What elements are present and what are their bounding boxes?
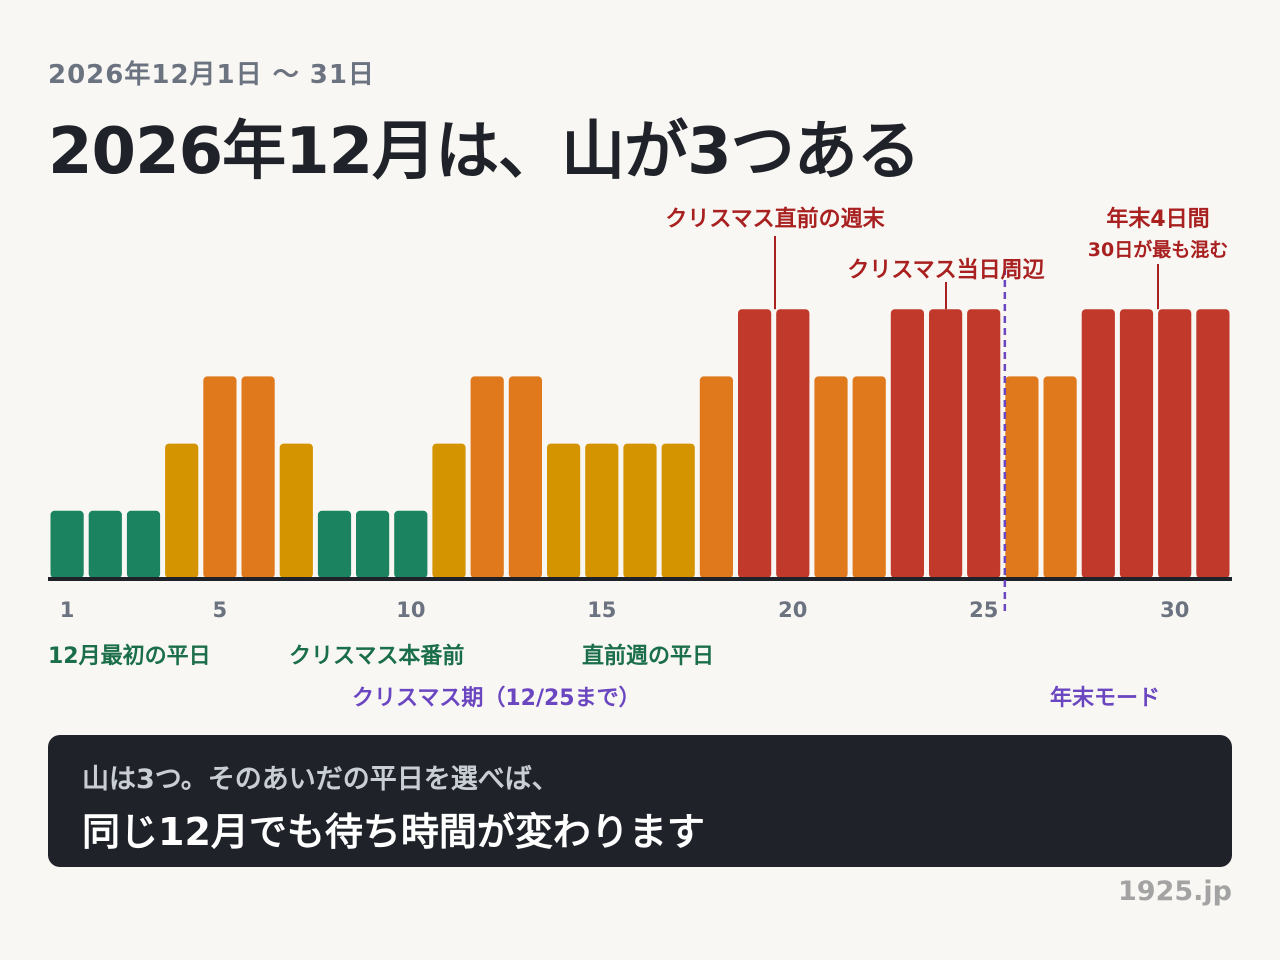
bar-day-7 bbox=[279, 443, 313, 578]
bar-day-23 bbox=[890, 309, 924, 578]
valley-label-2: クリスマス本番前 bbox=[289, 643, 464, 669]
valley-label-1: 12月最初の平日 bbox=[48, 643, 211, 669]
x-tick-label-30: 30 bbox=[1160, 598, 1189, 622]
bar-day-6 bbox=[241, 376, 275, 578]
summary-callout: 山は3つ。そのあいだの平日を選べば、 同じ12月でも待ち時間が変わります bbox=[48, 735, 1232, 867]
x-tick-label-15: 15 bbox=[587, 598, 616, 622]
site-credit: 1925.jp bbox=[1118, 876, 1232, 907]
bar-day-31 bbox=[1196, 309, 1230, 578]
period-label-2: 年末モード bbox=[1050, 685, 1160, 711]
peak-label-3-line-2: 30日が最も混む bbox=[1088, 238, 1228, 261]
bar-day-19 bbox=[738, 309, 772, 578]
bar-day-1 bbox=[50, 510, 84, 578]
x-tick-label-25: 25 bbox=[969, 598, 998, 622]
bar-day-16 bbox=[623, 443, 657, 578]
peak-label-1-line-1: クリスマス直前の週末 bbox=[665, 206, 885, 232]
bar-day-28 bbox=[1081, 309, 1115, 578]
bar-day-14 bbox=[547, 443, 581, 578]
crowd-bar-chart: 1 5 10 15 20 25 30クリスマス直前の週末クリスマス当日周辺年末4日間30日が… bbox=[48, 206, 1232, 711]
valley-label-3: 直前週の平日 bbox=[582, 643, 714, 669]
bar-day-29 bbox=[1119, 309, 1154, 578]
bar-day-5 bbox=[203, 376, 237, 578]
bar-day-25 bbox=[967, 309, 1001, 578]
x-tick-label-20: 20 bbox=[778, 598, 807, 622]
bar-day-15 bbox=[585, 443, 619, 578]
bar-day-18 bbox=[699, 376, 733, 578]
bar-day-30 bbox=[1158, 309, 1192, 578]
bar-day-11 bbox=[432, 443, 466, 578]
chart-title: 2026年12月は、山が3つある bbox=[48, 115, 921, 189]
bar-day-26 bbox=[1005, 376, 1039, 578]
peak-label-3-line-1: 年末4日間 bbox=[1106, 206, 1209, 232]
x-tick-label-1: 1 bbox=[60, 598, 75, 622]
bar-day-12 bbox=[470, 376, 504, 578]
bar-day-9 bbox=[356, 510, 390, 578]
bar-day-2 bbox=[88, 510, 122, 578]
x-tick-label-5: 5 bbox=[213, 598, 228, 622]
chart-subtitle: 2026年12月1日 〜 31日 bbox=[48, 60, 375, 90]
bar-day-21 bbox=[814, 376, 848, 578]
bar-day-3 bbox=[126, 510, 161, 578]
bar-day-22 bbox=[852, 376, 886, 578]
bar-day-4 bbox=[165, 443, 199, 578]
bar-day-10 bbox=[394, 510, 428, 578]
bar-day-13 bbox=[508, 376, 542, 578]
bar-day-24 bbox=[929, 309, 963, 578]
period-label-1: クリスマス期（12/25まで） bbox=[352, 686, 641, 711]
peak-label-2-line-1: クリスマス当日周辺 bbox=[847, 258, 1044, 283]
x-tick-label-10: 10 bbox=[396, 598, 425, 622]
bar-day-20 bbox=[776, 309, 810, 578]
callout-line-1: 山は3つ。そのあいだの平日を選べば、 bbox=[82, 764, 559, 795]
x-axis-line bbox=[48, 577, 1232, 581]
bar-day-8 bbox=[317, 510, 352, 578]
callout-line-2: 同じ12月でも待ち時間が変わります bbox=[82, 810, 705, 854]
bar-day-27 bbox=[1043, 376, 1077, 578]
bar-day-17 bbox=[661, 443, 695, 578]
